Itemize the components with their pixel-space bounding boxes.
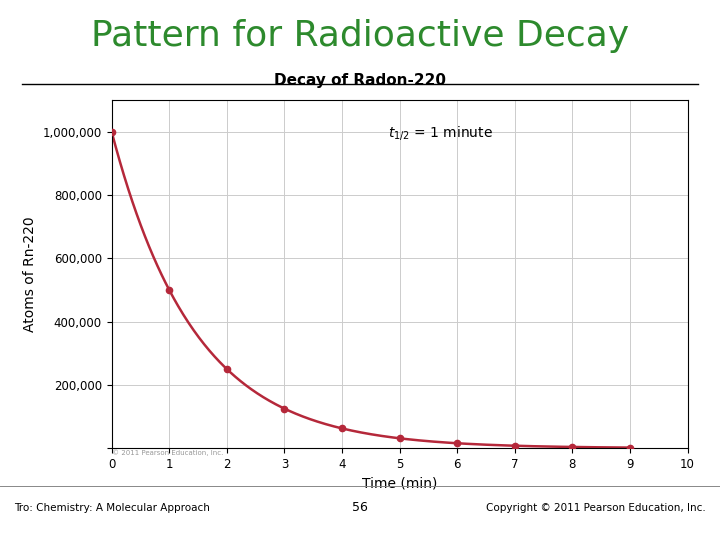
- Text: © 2011 Pearson Education, Inc.: © 2011 Pearson Education, Inc.: [112, 450, 223, 456]
- Text: 56: 56: [352, 501, 368, 514]
- Text: $t_{1/2}$ = 1 minute: $t_{1/2}$ = 1 minute: [388, 124, 493, 142]
- Y-axis label: Atoms of Rn-220: Atoms of Rn-220: [23, 216, 37, 332]
- Text: Tro: Chemistry: A Molecular Approach: Tro: Chemistry: A Molecular Approach: [14, 503, 210, 512]
- X-axis label: Time (min): Time (min): [362, 476, 437, 490]
- Text: Pattern for Radioactive Decay: Pattern for Radioactive Decay: [91, 19, 629, 53]
- Text: Decay of Radon-220: Decay of Radon-220: [274, 73, 446, 88]
- Text: Copyright © 2011 Pearson Education, Inc.: Copyright © 2011 Pearson Education, Inc.: [486, 503, 706, 512]
